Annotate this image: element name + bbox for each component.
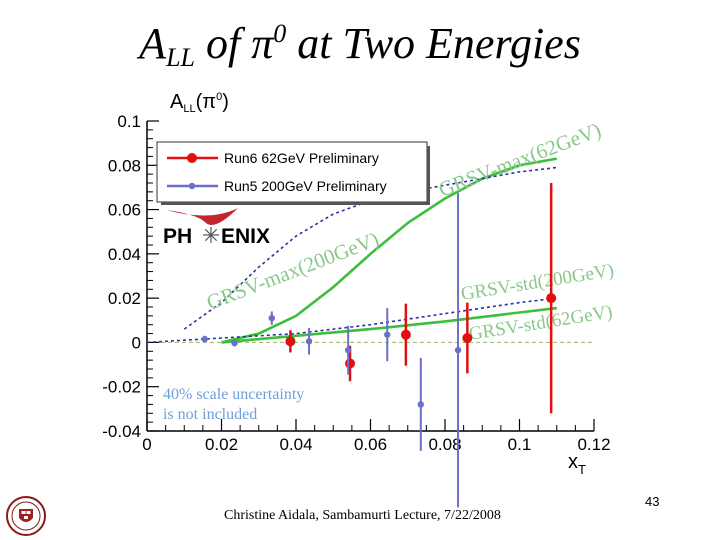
- data-point: [344, 346, 352, 354]
- data-point: [345, 358, 356, 369]
- y-tick-label: -0.02: [102, 378, 141, 397]
- y-tick-label: 0.1: [117, 112, 141, 131]
- logo-text-right: ENIX: [221, 225, 270, 248]
- theory-curve: [221, 157, 558, 344]
- data-point: [268, 314, 275, 322]
- y-tick-label: 0.06: [108, 201, 141, 220]
- phenix-wing-icon: [166, 208, 238, 225]
- logo-burst-ray: [204, 228, 212, 236]
- note-line-1: 40% scale uncertainty: [163, 386, 304, 403]
- data-point: [400, 329, 411, 340]
- y-axis-title: ALL(π0): [170, 91, 229, 115]
- data-point: [231, 339, 238, 347]
- legend-shadow: [161, 202, 430, 205]
- data-point: [285, 336, 296, 347]
- page-number: 43: [645, 494, 660, 509]
- logo-text-left: PH: [163, 225, 192, 248]
- x-tick-label: 0.04: [279, 435, 312, 454]
- curve-label-grsv-std-62: GRSV-std(62GeV): [467, 302, 613, 345]
- data-point: [201, 335, 208, 343]
- slide-title: ALL of π0 at Two Energies: [139, 19, 581, 72]
- curve-label-grsv-std-200: GRSV-std(200GeV): [459, 260, 615, 305]
- logo-burst-ray: [204, 234, 212, 242]
- logo-burst-ray: [210, 234, 218, 242]
- data-point: [305, 338, 313, 345]
- y-tick-label: 0: [132, 333, 141, 352]
- y-tick-label: 0.08: [108, 156, 141, 175]
- data-point: [454, 346, 462, 354]
- y-tick-label: 0.04: [108, 245, 141, 264]
- x-tick-label: 0.06: [354, 435, 387, 454]
- data-point: [462, 333, 473, 343]
- note-line-2: is not included: [163, 406, 257, 423]
- x-tick-label: 0.02: [205, 435, 238, 454]
- x-tick-label: 0: [142, 435, 151, 454]
- legend-marker: [188, 182, 196, 190]
- theory-curve: [146, 297, 557, 344]
- theory-curve: [221, 306, 557, 344]
- footer-credit: Christine Aidala, Sambamurti Lecture, 7/…: [224, 508, 501, 523]
- x-axis-title: xT: [568, 451, 586, 477]
- x-tick-label: 0.12: [577, 435, 610, 454]
- university-seal-icon: [6, 496, 46, 536]
- legend-label: Run5 200GeV Preliminary: [224, 178, 387, 194]
- legend-marker: [187, 153, 197, 163]
- legend-shadow: [427, 146, 430, 204]
- y-tick-label: 0.02: [108, 289, 141, 308]
- data-point: [384, 331, 391, 338]
- y-tick-label: -0.04: [102, 422, 141, 441]
- curve-label-grsv-max-62: GRSV-max(62GeV): [435, 118, 604, 202]
- x-tick-label: 0.08: [428, 435, 461, 454]
- x-tick-label: 0.1: [508, 435, 532, 454]
- data-point: [546, 293, 557, 304]
- logo-burst-ray: [210, 228, 218, 236]
- data-point: [417, 401, 424, 408]
- legend-label: Run6 62GeV Preliminary: [224, 150, 379, 166]
